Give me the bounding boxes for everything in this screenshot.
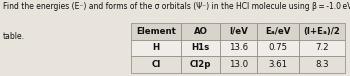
Text: 13.0: 13.0 bbox=[229, 60, 248, 69]
Text: Find the energies (E⁻) and forms of the σ orbitals (Ψ⁻) in the HCl molecule usin: Find the energies (E⁻) and forms of the … bbox=[3, 2, 350, 11]
Text: Element: Element bbox=[136, 27, 176, 36]
Bar bbox=[299, 23, 345, 40]
Bar bbox=[131, 23, 181, 40]
Bar bbox=[181, 40, 220, 56]
Bar bbox=[181, 56, 220, 73]
Text: H1s: H1s bbox=[191, 43, 210, 52]
Text: H: H bbox=[152, 43, 160, 52]
Bar bbox=[220, 23, 257, 40]
Text: 8.3: 8.3 bbox=[315, 60, 329, 69]
Bar bbox=[257, 40, 299, 56]
Text: I/eV: I/eV bbox=[229, 27, 248, 36]
Bar bbox=[131, 40, 181, 56]
Bar bbox=[181, 23, 220, 40]
Text: 7.2: 7.2 bbox=[315, 43, 329, 52]
Text: Cl: Cl bbox=[151, 60, 161, 69]
Bar bbox=[220, 56, 257, 73]
Bar bbox=[257, 23, 299, 40]
Bar bbox=[299, 56, 345, 73]
Text: 13.6: 13.6 bbox=[229, 43, 248, 52]
Text: 0.75: 0.75 bbox=[268, 43, 287, 52]
Text: table.: table. bbox=[3, 32, 25, 41]
Text: Eₐ/eV: Eₐ/eV bbox=[265, 27, 290, 36]
Text: AO: AO bbox=[194, 27, 208, 36]
Bar bbox=[257, 56, 299, 73]
Bar bbox=[131, 56, 181, 73]
Bar bbox=[220, 40, 257, 56]
Text: (I+Eₐ)/2: (I+Eₐ)/2 bbox=[303, 27, 340, 36]
Bar bbox=[299, 40, 345, 56]
Text: Cl2p: Cl2p bbox=[190, 60, 211, 69]
Text: 3.61: 3.61 bbox=[268, 60, 287, 69]
